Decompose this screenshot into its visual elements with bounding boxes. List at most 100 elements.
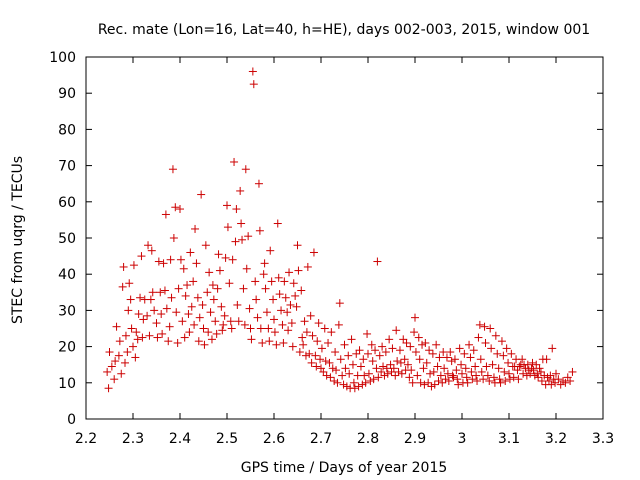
data-point — [176, 255, 185, 264]
data-point — [378, 342, 387, 351]
data-point — [237, 219, 246, 228]
data-point — [199, 324, 208, 333]
data-point — [501, 376, 510, 385]
data-point — [157, 310, 166, 319]
data-point — [205, 268, 214, 277]
data-point — [136, 293, 145, 302]
data-point — [234, 317, 243, 326]
data-point — [189, 277, 198, 286]
data-point — [391, 371, 400, 380]
x-tick-label: 2.6 — [263, 431, 285, 447]
data-point — [426, 369, 435, 378]
data-point — [213, 284, 222, 293]
data-point — [223, 201, 231, 210]
data-point — [481, 338, 490, 347]
data-point — [342, 382, 351, 391]
axis-ticks: 2.2 2.3 2.4 2.5 2.6 2.7 2.8 2.9 3 3.1 3.2 3.3 0 10 20 3… — [49, 50, 614, 447]
data-point — [420, 380, 429, 389]
data-point — [467, 367, 476, 376]
data-point — [534, 373, 543, 382]
data-point — [447, 357, 456, 366]
data-point — [340, 340, 349, 349]
data-point — [278, 320, 287, 329]
data-point — [305, 349, 314, 358]
data-point — [139, 315, 148, 324]
data-point — [335, 299, 344, 308]
data-point — [477, 367, 486, 376]
data-point — [161, 210, 170, 219]
data-point — [265, 337, 274, 346]
data-point — [273, 219, 282, 228]
data-point — [295, 348, 304, 357]
data-point — [272, 340, 281, 349]
data-point — [129, 342, 137, 351]
data-point — [242, 264, 251, 273]
data-point — [522, 371, 531, 380]
data-point — [114, 351, 123, 360]
data-point — [154, 257, 163, 266]
data-point — [399, 335, 408, 344]
data-point — [203, 288, 212, 297]
data-point — [533, 369, 542, 378]
data-point — [547, 380, 556, 389]
y-tick: 70 — [58, 159, 603, 175]
data-point — [411, 313, 419, 322]
data-point — [344, 351, 353, 360]
data-point — [392, 326, 401, 335]
data-point — [275, 290, 284, 299]
data-point — [515, 362, 524, 371]
data-point — [493, 349, 502, 358]
data-point — [334, 320, 343, 329]
y-tick-label: 40 — [58, 267, 76, 283]
x-tick-label: 2.4 — [169, 431, 191, 447]
data-point — [505, 375, 514, 384]
data-point — [509, 373, 518, 382]
data-point — [466, 353, 475, 362]
data-point — [332, 366, 341, 375]
data-point — [193, 293, 202, 302]
data-point — [299, 340, 308, 349]
x-tick: 2.3 — [122, 57, 144, 447]
data-point — [283, 308, 292, 317]
data-point — [253, 313, 262, 322]
data-point — [422, 358, 431, 367]
x-tick: 2.8 — [357, 57, 379, 447]
data-point — [449, 373, 458, 382]
data-point — [132, 328, 141, 337]
data-point — [489, 373, 498, 382]
data-point — [269, 295, 278, 304]
y-tick: 60 — [58, 195, 603, 211]
x-tick: 3.1 — [498, 57, 520, 447]
data-point — [414, 333, 423, 342]
data-point — [183, 281, 192, 290]
data-point — [246, 324, 255, 333]
data-point — [453, 375, 462, 384]
data-point — [126, 295, 135, 304]
data-point — [123, 348, 132, 357]
y-axis-label: STEC from uqrg / TECUs — [10, 156, 26, 324]
data-point — [138, 333, 147, 342]
data-point — [127, 324, 136, 333]
data-point — [209, 295, 218, 304]
data-point — [326, 373, 335, 382]
data-point — [430, 380, 439, 389]
data-point — [168, 165, 177, 174]
data-point — [446, 348, 455, 357]
data-points — [103, 67, 577, 393]
data-point — [454, 380, 463, 389]
data-point — [148, 288, 157, 297]
data-point — [479, 375, 488, 384]
data-point — [171, 203, 180, 212]
data-point — [527, 364, 536, 373]
data-point — [438, 378, 447, 387]
data-point — [287, 319, 296, 328]
data-point — [424, 378, 433, 387]
data-point — [291, 291, 300, 300]
data-point — [185, 328, 194, 337]
data-point — [360, 371, 369, 380]
x-tick-label: 2.8 — [357, 431, 379, 447]
data-point — [264, 324, 273, 333]
data-point — [359, 355, 368, 364]
data-point — [153, 333, 162, 342]
